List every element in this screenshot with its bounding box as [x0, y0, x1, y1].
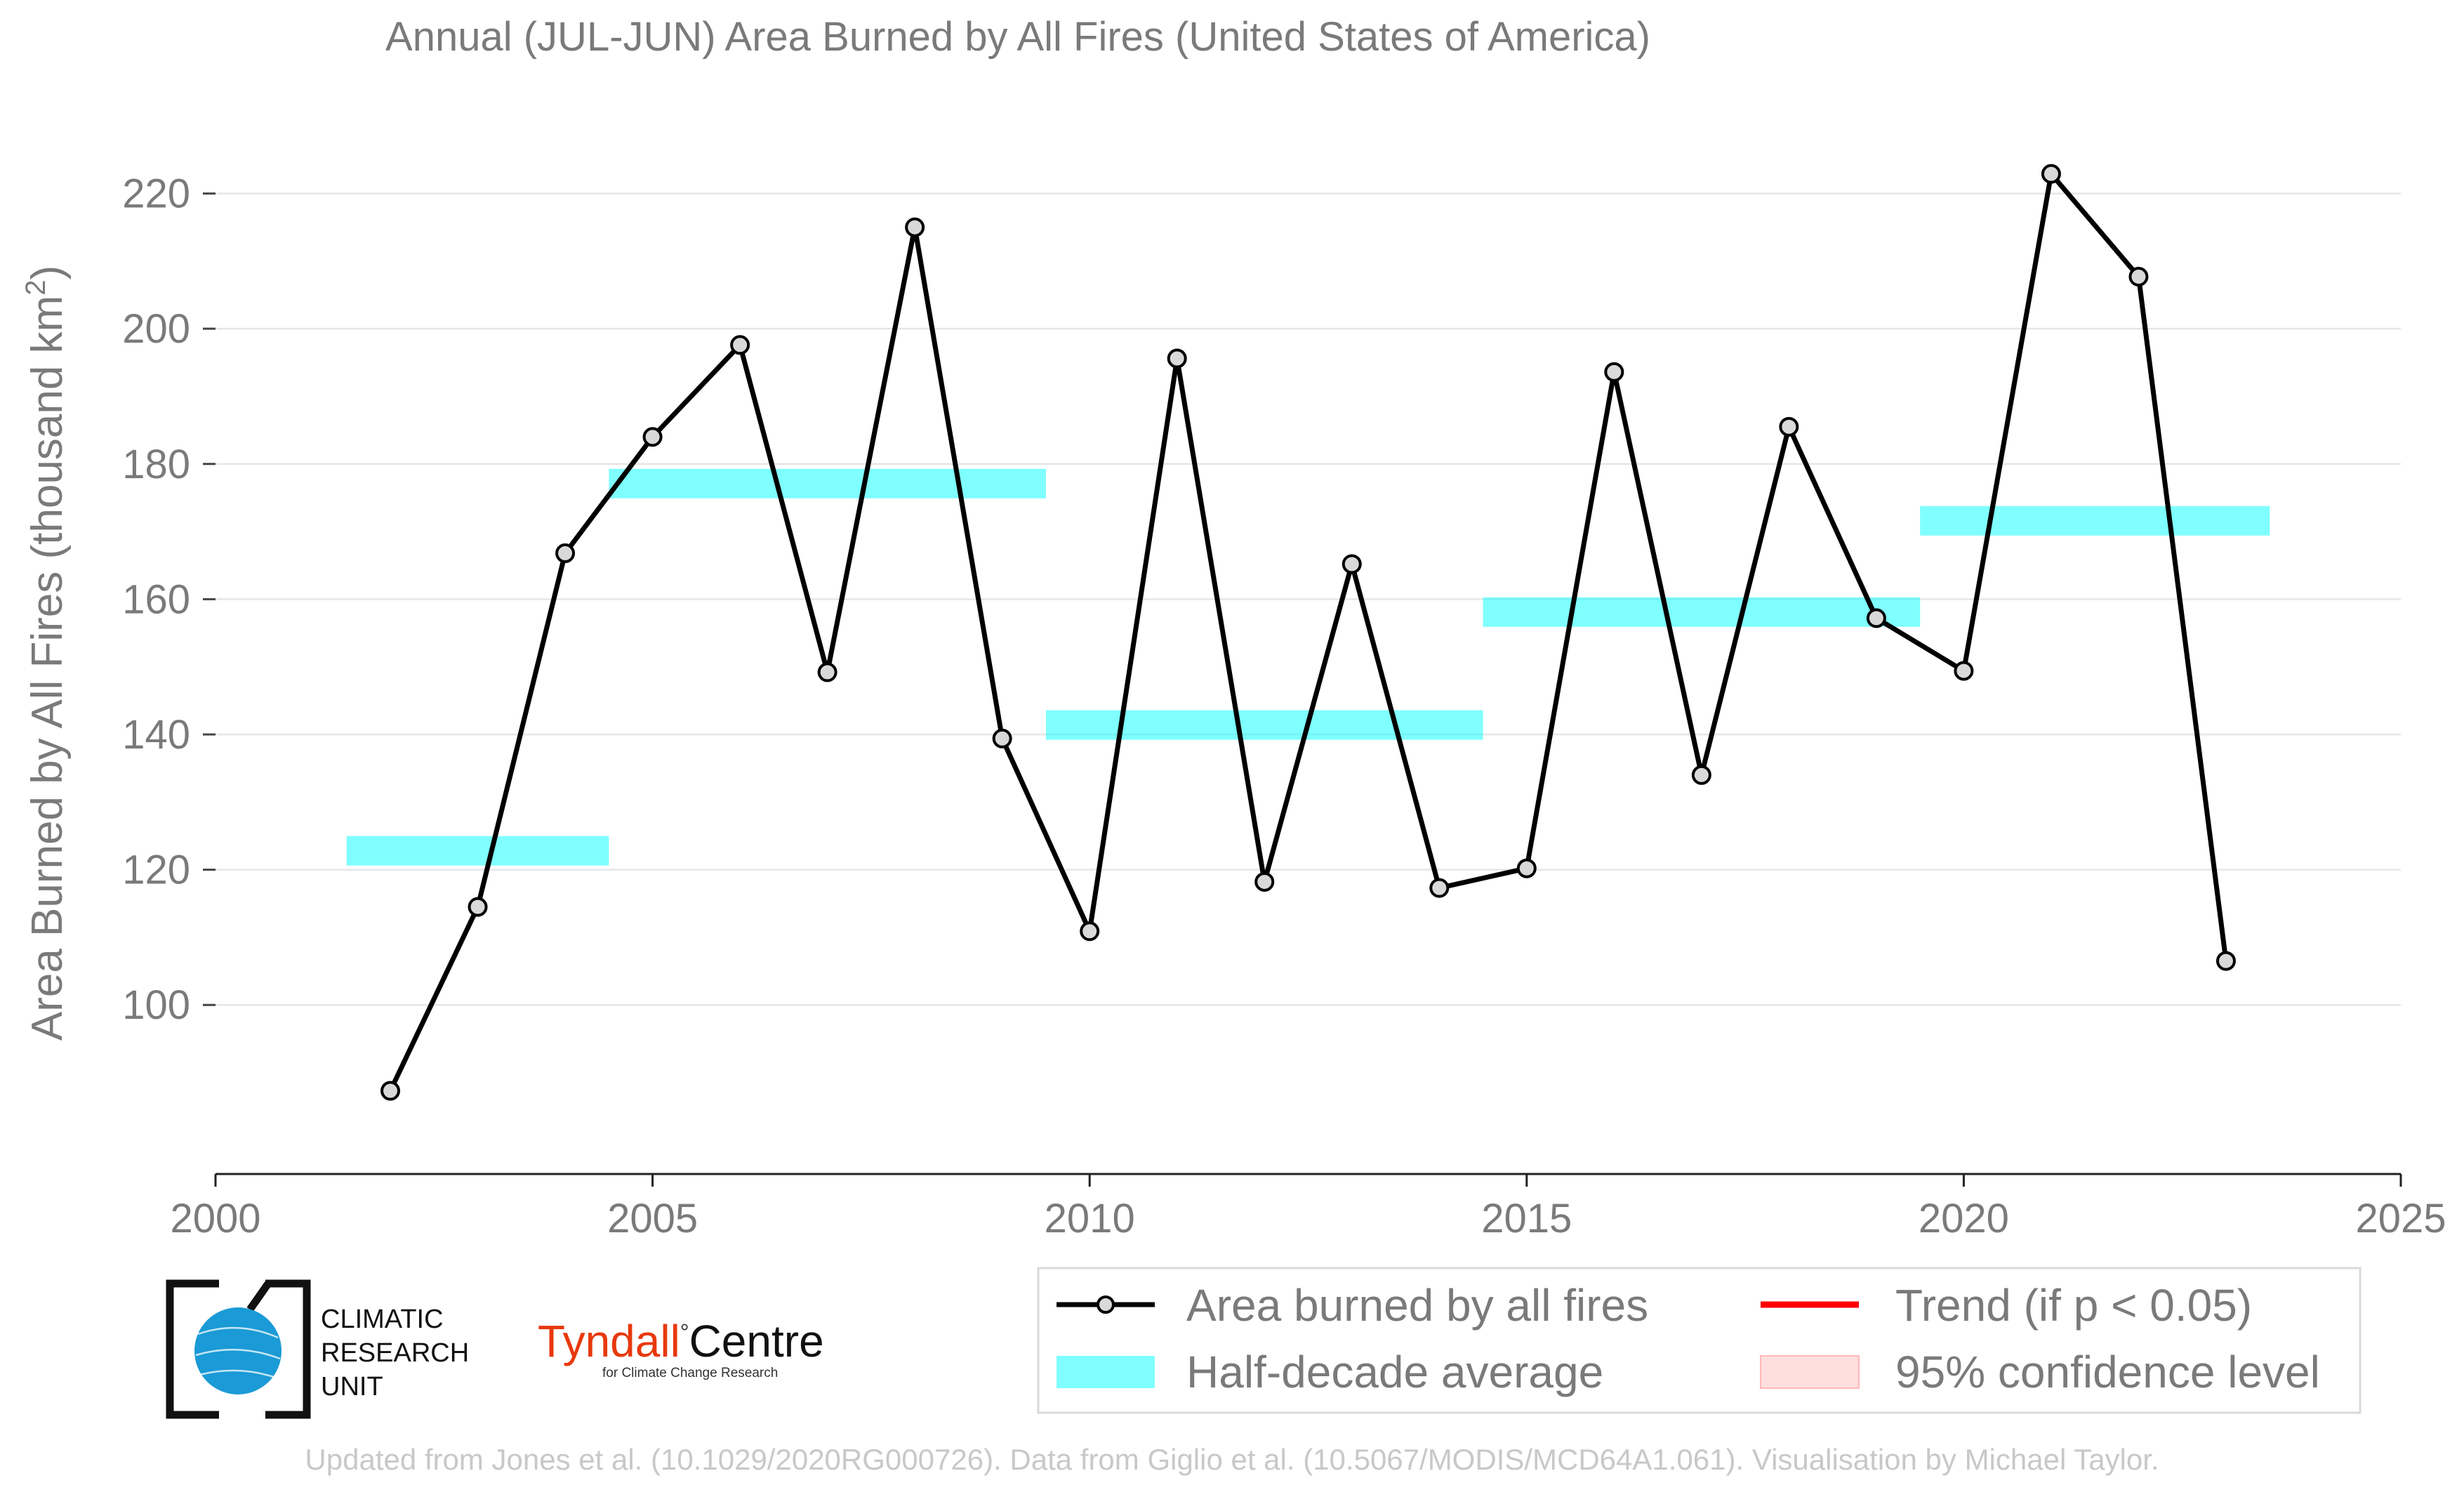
- y-tick-label-180: 180: [122, 442, 190, 487]
- cru-line-3: UNIT: [321, 1372, 383, 1402]
- x-tick-label-2015: 2015: [1481, 1196, 1572, 1241]
- data-point-2008: [905, 217, 925, 237]
- data-point-2006: [730, 335, 750, 355]
- legend: Area burned by all fires Trend (if p < 0…: [1037, 1267, 2362, 1414]
- y-tick-label-220: 220: [122, 171, 190, 217]
- y-tick-label-120: 120: [122, 848, 190, 893]
- x-tick-label-2010: 2010: [1045, 1196, 1135, 1241]
- y-axis-label-main: Area Burned by All Fires (thousand km: [23, 296, 72, 1041]
- globe-icon: [194, 1307, 281, 1394]
- legend-frame: [1037, 1267, 2362, 1414]
- tyndall-wordmark: Tyndall°Centre: [538, 1316, 824, 1366]
- x-tick-label-2025: 2025: [2355, 1196, 2446, 1241]
- chart-title: Annual (JUL-JUN) Area Burned by All Fire…: [385, 14, 1650, 60]
- data-point-2017: [1691, 765, 1711, 785]
- legend-swatch-half-decade: [1057, 1356, 1155, 1388]
- half-decade-band-4: [1920, 506, 2270, 536]
- data-point-2016: [1604, 362, 1624, 382]
- data-point-2011: [1167, 348, 1187, 369]
- legend-marker-area-burned: [1097, 1295, 1115, 1314]
- data-point-2019: [1866, 608, 1886, 628]
- cru-bracket-right: [265, 1279, 311, 1419]
- data-point-2003: [468, 897, 488, 917]
- legend-label-area-burned: Area burned by all fires: [1186, 1280, 1648, 1331]
- half-decade-bands: [346, 468, 2270, 866]
- data-point-2009: [992, 728, 1012, 748]
- credit-line: Updated from Jones et al. (10.1029/2020R…: [305, 1443, 2159, 1476]
- legend-label-half-decade: Half-decade average: [1186, 1347, 1603, 1397]
- gridlines: [216, 192, 2401, 1006]
- y-axis-label-superscript: 2: [20, 280, 51, 296]
- half-decade-band-2: [1045, 710, 1483, 740]
- cru-logo: CLIMATIC RESEARCH UNIT: [166, 1279, 469, 1419]
- tyndall-subtitle: for Climate Change Research: [602, 1366, 778, 1380]
- y-axis-label-close: ): [23, 265, 72, 280]
- series-points: [380, 164, 2236, 1101]
- y-tick-label-160: 160: [122, 576, 190, 622]
- cru-bracket-left: [166, 1279, 219, 1419]
- globe-contour-lines: [195, 1326, 281, 1379]
- series-line-0: [388, 171, 2229, 1093]
- data-point-2015: [1516, 858, 1537, 878]
- series-area-burned: [388, 171, 2229, 1093]
- data-point-2021: [2041, 164, 2061, 184]
- data-point-2014: [1429, 878, 1450, 898]
- y-tick-label-100: 100: [122, 982, 190, 1028]
- tyndall-degree: °: [680, 1319, 689, 1345]
- legend-label-confidence: 95% confidence level: [1895, 1347, 2320, 1397]
- data-point-2002: [380, 1081, 401, 1101]
- x-tick-label-2000: 2000: [170, 1196, 260, 1241]
- cru-line-2: RESEARCH: [321, 1338, 469, 1368]
- data-point-2004: [555, 543, 576, 563]
- data-point-2007: [817, 662, 837, 682]
- x-tick-label-2005: 2005: [607, 1196, 698, 1241]
- half-decade-band-1: [609, 468, 1046, 499]
- data-point-2022: [2128, 267, 2149, 287]
- x-tick-label-2020: 2020: [1919, 1196, 2009, 1241]
- cru-slash: [246, 1281, 272, 1312]
- y-tick-label-200: 200: [122, 306, 190, 352]
- data-point-2005: [642, 427, 663, 447]
- tyndall-centre: Centre: [689, 1316, 824, 1366]
- half-decade-band-0: [346, 836, 609, 866]
- cru-line-1: CLIMATIC: [321, 1305, 444, 1334]
- half-decade-band-3: [1483, 597, 1921, 627]
- y-axis-label: Area Burned by All Fires (thousand km2): [20, 265, 72, 1041]
- legend-label-trend: Trend (if p < 0.05): [1895, 1280, 2252, 1331]
- x-axis: 2000 2005 2010 2015 2020 2025: [170, 1173, 2446, 1241]
- data-point-2018: [1779, 416, 1799, 437]
- data-point-2010: [1080, 921, 1100, 942]
- y-axis-ticks: 100 120 140 160 180 200 220: [122, 171, 216, 1028]
- data-point-2020: [1954, 661, 1974, 681]
- data-point-2023: [2215, 951, 2236, 971]
- tyndall-logo: Tyndall°Centre for Climate Change Resear…: [538, 1316, 824, 1380]
- data-point-2013: [1342, 554, 1362, 574]
- legend-swatch-confidence: [1760, 1355, 1860, 1389]
- y-tick-label-140: 140: [122, 712, 190, 758]
- tyndall-name: Tyndall: [538, 1316, 680, 1366]
- data-point-2012: [1254, 871, 1275, 892]
